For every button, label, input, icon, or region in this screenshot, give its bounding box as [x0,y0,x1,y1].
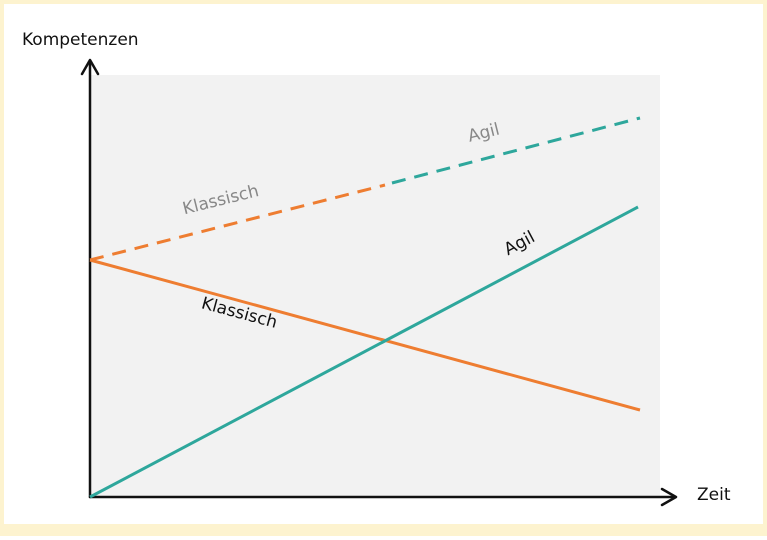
expected-agile-line [391,116,641,185]
expected-classic-line [89,183,386,262]
y-axis-arrow [80,58,100,76]
plot-area [90,75,660,497]
classic-line [89,258,641,412]
x-axis-arrow [660,487,678,507]
agile-line [89,205,639,499]
y-axis-label: Kompetenzen [22,30,139,50]
x-axis-label: Zeit [697,485,731,505]
